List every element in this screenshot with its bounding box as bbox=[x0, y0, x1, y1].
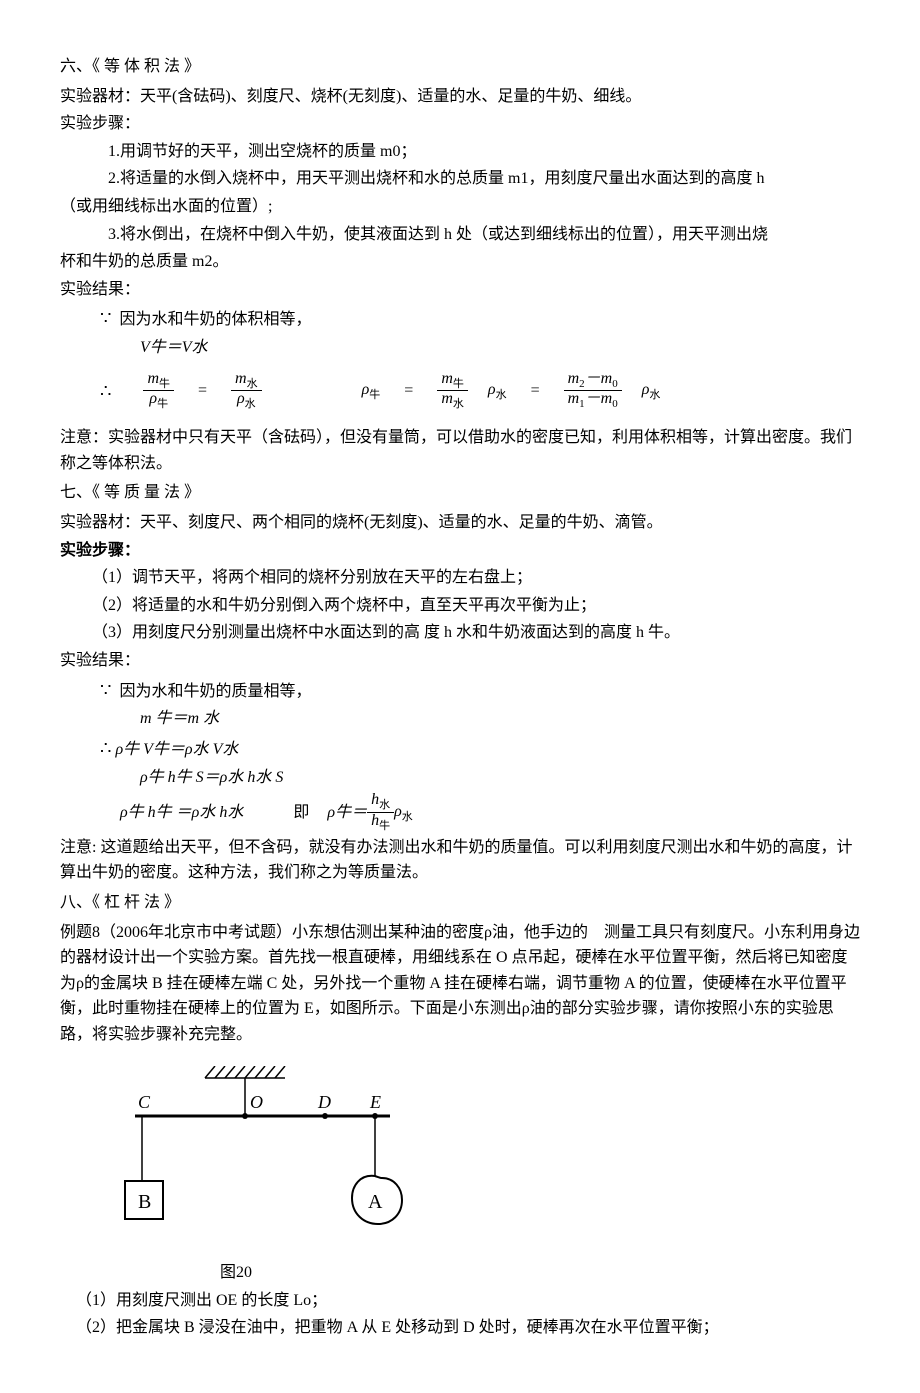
label-O: O bbox=[250, 1092, 263, 1112]
rho-shui-2: ρ水 bbox=[642, 377, 661, 405]
s7-res2: m 牛＝m 水 bbox=[60, 706, 860, 732]
therefore-icon: ∴ bbox=[100, 377, 111, 406]
equals-2: = bbox=[404, 378, 413, 404]
frac-hshui-hniu: h水 h牛 bbox=[367, 792, 394, 832]
s8-intro: 例题8（2006年北京市中考试题）小东想估测出某种油的密度ρ油，他手边的 测量工… bbox=[60, 920, 860, 1048]
section7-title: 七、《 等 质 量 法 》 bbox=[60, 480, 860, 506]
s7-res4: ρ牛 h牛 S＝ρ水 h水 S bbox=[60, 765, 860, 791]
label-D: D bbox=[317, 1092, 331, 1112]
lever-diagram: C O D E B A bbox=[120, 1066, 860, 1255]
diagram-caption: 图20 bbox=[220, 1260, 860, 1286]
rho-shui-3: ρ水 bbox=[394, 799, 413, 827]
s7-equip: 实验器材：天平、刻度尺、两个相同的烧杯(无刻度)、适量的水、足量的牛奶、滴管。 bbox=[60, 510, 860, 536]
label-C: C bbox=[138, 1092, 151, 1112]
s7-res5b: 即 bbox=[293, 800, 309, 826]
s7-res3: ∴ρ牛 V牛＝ρ水 V水 bbox=[60, 734, 860, 763]
equals-1: = bbox=[198, 378, 207, 404]
frac-mshui-rhoshui: m水 ρ水 bbox=[231, 371, 262, 411]
label-B: B bbox=[138, 1191, 151, 1213]
s8-step2: （2）把金属块 B 浸没在油中，把重物 A 从 E 处移动到 D 处时，硬棒再次… bbox=[60, 1315, 860, 1341]
s7-res1-text: 因为水和牛奶的质量相等， bbox=[119, 683, 311, 700]
s6-steps-label: 实验步骤： bbox=[60, 111, 860, 137]
s6-note: 注意：实验器材中只有天平（含砝码），但没有量筒，可以借助水的密度已知，利用体积相… bbox=[60, 425, 860, 476]
s7-step3: （3）用刻度尺分别测量出烧杯中水面达到的高 度 h 水和牛奶液面达到的高度 h … bbox=[60, 620, 860, 646]
s6-equip: 实验器材：天平(含砝码)、刻度尺、烧杯(无刻度)、适量的水、足量的牛奶、细线。 bbox=[60, 84, 860, 110]
equals-3: = bbox=[531, 378, 540, 404]
s6-res1: ∵因为水和牛奶的体积相等， bbox=[60, 304, 860, 333]
s7-steps-label: 实验步骤： bbox=[60, 538, 860, 564]
s7-res3-text: ρ牛 V牛＝ρ水 V水 bbox=[115, 741, 238, 758]
s6-res2: V牛＝V水 bbox=[60, 335, 860, 361]
s6-step3a: 3.将水倒出，在烧杯中倒入牛奶，使其液面达到 h 处（或达到细线标出的位置），用… bbox=[60, 222, 860, 248]
s7-step2: （2）将适量的水和牛奶分别倒入两个烧杯中，直至天平再次平衡为止； bbox=[60, 593, 860, 619]
frac-m2m0-m1m0: m2－m0 m1－m0 bbox=[564, 371, 622, 411]
s7-note: 注意: 这道题给出天平，但不含码，就没有办法测出水和牛奶的质量值。可以利用刻度尺… bbox=[60, 835, 860, 886]
s6-formula: ∴ m牛 ρ牛 = m水 ρ水 ρ牛 = m牛 m水 ρ水 = m2－m0 m1… bbox=[60, 371, 860, 411]
s6-res-label: 实验结果： bbox=[60, 277, 860, 303]
s6-step3b: 杯和牛奶的总质量 m2。 bbox=[60, 249, 860, 275]
s6-res1-text: 因为水和牛奶的体积相等， bbox=[119, 311, 311, 328]
s7-res1: ∵因为水和牛奶的质量相等， bbox=[60, 676, 860, 705]
s7-res5: ρ牛 h牛 ＝ρ水 h水 即 ρ牛＝ h水 h牛 ρ水 bbox=[60, 792, 860, 832]
frac-mniu-mshui: m牛 m水 bbox=[437, 371, 468, 411]
section8-title: 八、《 杠 杆 法 》 bbox=[60, 890, 860, 916]
frac-mniu-rhoniu: m牛 ρ牛 bbox=[143, 371, 174, 411]
rho-niu: ρ牛 bbox=[362, 377, 381, 405]
s8-step1: （1）用刻度尺测出 OE 的长度 Lo； bbox=[60, 1288, 860, 1314]
rho-shui-1: ρ水 bbox=[488, 377, 507, 405]
label-E: E bbox=[369, 1092, 381, 1112]
s7-res5c: ρ牛＝ bbox=[327, 800, 367, 826]
s7-res-label: 实验结果： bbox=[60, 648, 860, 674]
s6-step2a: 2.将适量的水倒入烧杯中，用天平测出烧杯和水的总质量 m1，用刻度尺量出水面达到… bbox=[60, 166, 860, 192]
s6-step1: 1.用调节好的天平，测出空烧杯的质量 m0； bbox=[60, 139, 860, 165]
s7-step1: （1）调节天平，将两个相同的烧杯分别放在天平的左右盘上； bbox=[60, 565, 860, 591]
section6-title: 六、《 等 体 积 法 》 bbox=[60, 54, 860, 80]
s6-step2b: （或用细线标出水面的位置）; bbox=[60, 194, 860, 220]
label-A: A bbox=[368, 1191, 383, 1213]
s7-res5a: ρ牛 h牛 ＝ρ水 h水 bbox=[120, 800, 243, 826]
